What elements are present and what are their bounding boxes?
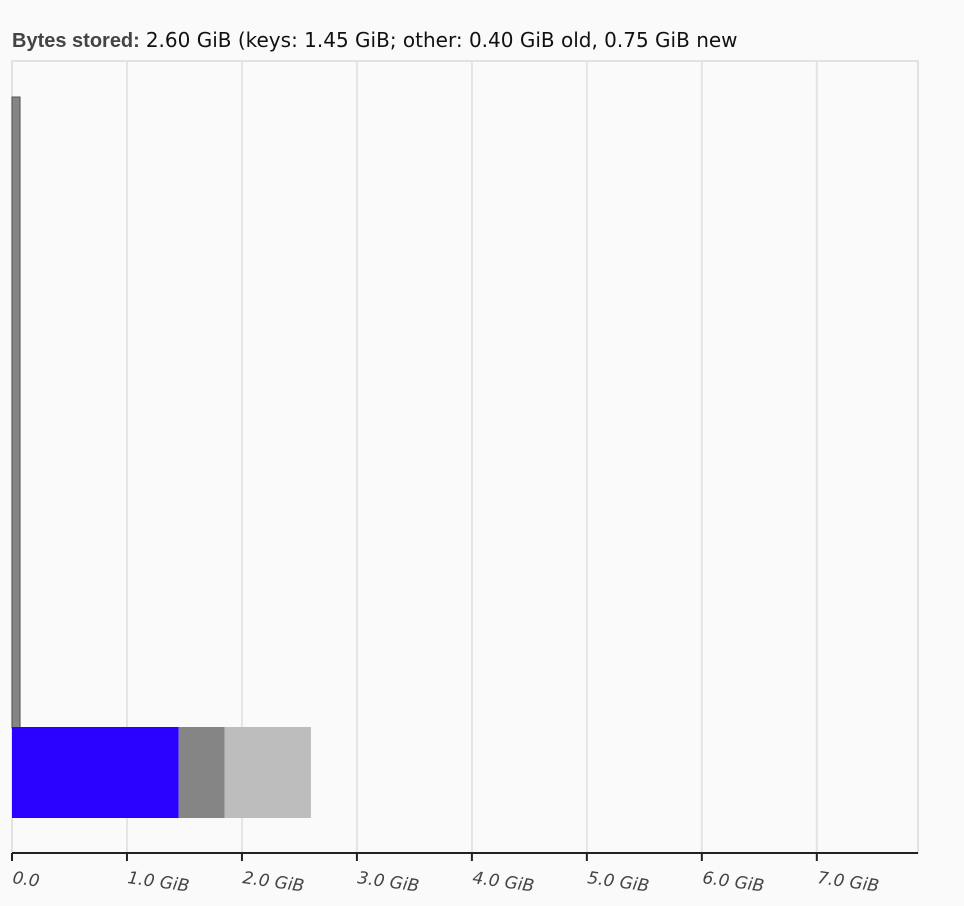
plot-area	[11, 60, 919, 854]
bar-segment	[224, 727, 311, 818]
bar-segment	[12, 727, 179, 818]
bar-segment	[11, 96, 21, 729]
title-text: 2.60 GiB (keys: 1.45 GiB; other: 0.40 Gi…	[146, 28, 738, 52]
bar-segment	[178, 727, 225, 818]
title-label: Bytes stored:	[12, 30, 140, 52]
chart-title: Bytes stored: 2.60 GiB (keys: 1.45 GiB; o…	[12, 28, 738, 52]
x-tick-label: 0.0	[11, 868, 41, 892]
